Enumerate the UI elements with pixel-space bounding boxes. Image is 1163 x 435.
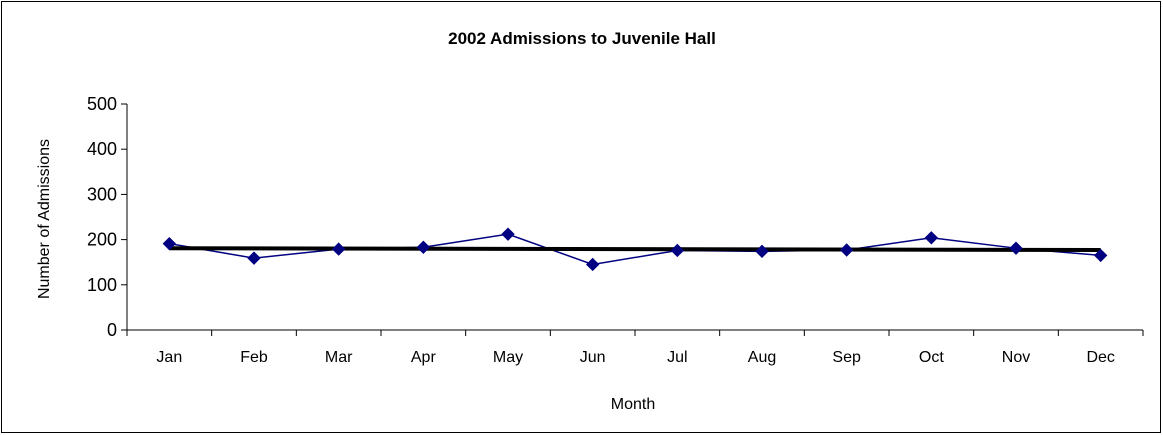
- data-point-feb: [247, 251, 261, 265]
- y-tick-label: 300: [87, 184, 117, 204]
- y-tick-label: 200: [87, 230, 117, 250]
- x-tick-label: Mar: [325, 349, 353, 366]
- data-point-aug: [755, 244, 769, 259]
- x-tick-label: Apr: [411, 349, 437, 366]
- y-tick-label: 500: [87, 94, 117, 114]
- x-tick-label: Aug: [748, 349, 776, 366]
- x-tick-label: May: [493, 349, 523, 366]
- y-axis-label: Number of Admissions: [36, 139, 53, 299]
- x-tick-label: Nov: [1002, 349, 1030, 366]
- x-axis: Jan Feb Mar Apr May Jun Jul Aug Sep Oct Nov Dec: [126, 329, 1144, 366]
- data-point-dec: [1093, 248, 1108, 263]
- data-point-apr: [416, 240, 431, 254]
- chart-title: 2002 Admissions to Juvenile Hall: [448, 29, 716, 48]
- plot-area: 0 100 200 300 400 500 Jan Feb Mar Apr May Jun Jul Au…: [87, 94, 1144, 366]
- marker-layer: [162, 227, 1108, 272]
- data-point-oct: [924, 231, 939, 245]
- x-tick-label: Jan: [156, 349, 182, 366]
- x-tick-label: Jun: [580, 349, 606, 366]
- data-point-jul: [670, 243, 685, 258]
- data-point-nov: [1009, 241, 1023, 255]
- series-layer: [169, 233, 1101, 266]
- trendline-layer: [169, 246, 1101, 252]
- data-point-jan: [162, 236, 177, 251]
- x-tick-label: Sep: [832, 349, 861, 366]
- x-tick-label: Dec: [1086, 349, 1114, 366]
- x-axis-label: Month: [611, 396, 655, 413]
- x-tick-label: Oct: [919, 349, 944, 366]
- y-tick-label: 400: [87, 139, 117, 159]
- y-tick-label: 100: [87, 275, 117, 295]
- data-point-sep: [839, 243, 854, 257]
- series-line: [169, 233, 1101, 266]
- x-tick-label: Jul: [667, 349, 687, 366]
- data-point-mar: [331, 242, 346, 256]
- y-axis: 0 100 200 300 400 500: [87, 94, 128, 340]
- trendline: [169, 246, 1101, 252]
- data-point-may: [501, 227, 515, 241]
- data-point-jun: [585, 257, 600, 272]
- y-tick-label: 0: [107, 320, 117, 340]
- x-tick-label: Feb: [240, 349, 268, 366]
